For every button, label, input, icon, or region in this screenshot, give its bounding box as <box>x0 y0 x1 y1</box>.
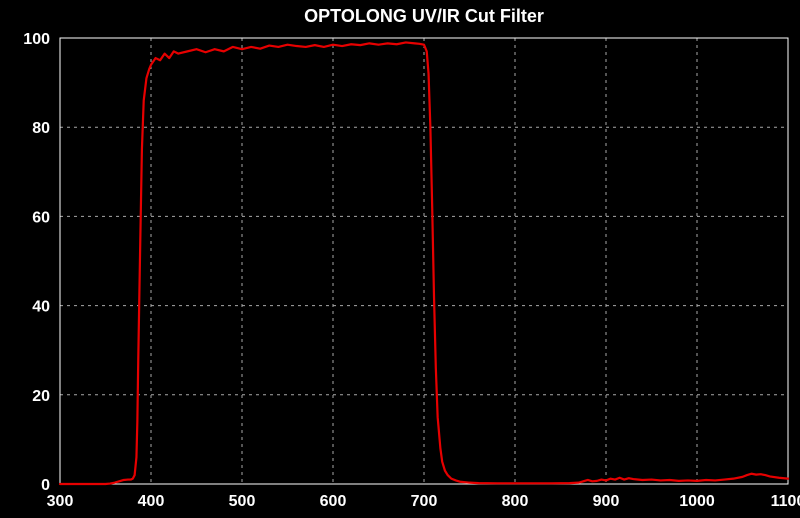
chart-bg <box>0 0 800 518</box>
chart-svg: OPTOLONG UV/IR Cut Filter300400500600700… <box>0 0 800 518</box>
y-tick-label: 60 <box>32 209 50 226</box>
x-tick-label: 400 <box>138 493 165 510</box>
y-tick-label: 0 <box>41 477 50 494</box>
x-tick-label: 500 <box>229 493 256 510</box>
transmission-chart: OPTOLONG UV/IR Cut Filter300400500600700… <box>0 0 800 518</box>
x-tick-label: 800 <box>502 493 529 510</box>
y-tick-label: 20 <box>32 388 50 405</box>
y-tick-label: 40 <box>32 299 50 316</box>
y-tick-label: 100 <box>23 31 50 48</box>
x-tick-label: 300 <box>47 493 74 510</box>
x-tick-label: 900 <box>593 493 620 510</box>
x-tick-label: 600 <box>320 493 347 510</box>
x-tick-label: 1000 <box>679 493 715 510</box>
chart-title: OPTOLONG UV/IR Cut Filter <box>304 6 544 26</box>
x-tick-label: 700 <box>411 493 438 510</box>
x-tick-label: 1100 <box>771 493 800 510</box>
y-tick-label: 80 <box>32 120 50 137</box>
